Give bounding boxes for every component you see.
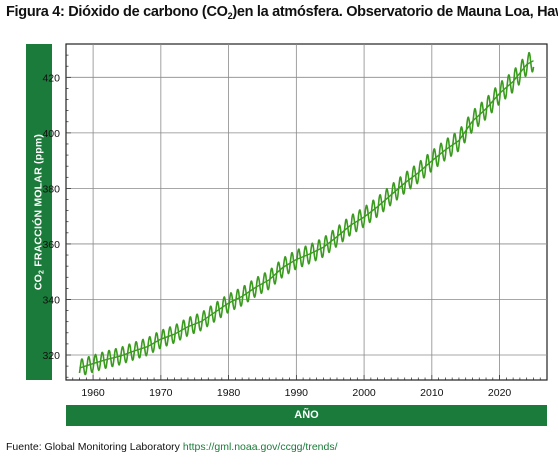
x-tick-label: 2000 (352, 387, 376, 399)
source-link[interactable]: https://gml.noaa.gov/ccgg/trends/ (182, 441, 338, 453)
y-tick-label: 340 (42, 294, 60, 306)
y-tick-label: 320 (42, 350, 60, 362)
x-axis-label: AÑO (294, 409, 319, 421)
x-tick-label: 2010 (420, 387, 444, 399)
x-tick-label: 2020 (488, 387, 512, 399)
x-tick-label: 1990 (285, 387, 309, 399)
y-tick-label: 360 (42, 239, 60, 251)
source-label: Fuente: Global Monitoring Laboratory (6, 441, 183, 453)
x-axis-label-bar: AÑO (66, 405, 547, 426)
chart-title-suffix: )en la atmósfera. Observatorio de Mauna … (232, 4, 558, 20)
y-tick-label: 420 (42, 72, 60, 84)
y-tick-label: 400 (42, 128, 60, 140)
y-tick-label: 380 (42, 183, 60, 195)
x-tick-label: 1980 (217, 387, 241, 399)
x-tick-label: 1960 (81, 387, 105, 399)
plot-area (65, 43, 548, 381)
chart-title-subscript: 2 (227, 11, 233, 21)
y-axis-label-bar: CO2 FRACCIÓN MOLAR (ppm) (26, 44, 52, 380)
chart-title-prefix: Figura 4: Dióxido de carbono (CO (6, 4, 228, 20)
chart-title: Figura 4: Dióxido de carbono (CO2)en la … (6, 4, 558, 21)
co2-monthly-line (78, 51, 535, 376)
co2-trend-line (79, 60, 534, 369)
x-tick-label: 1970 (149, 387, 173, 399)
source-footer: Fuente: Global Monitoring Laboratory htt… (6, 441, 338, 453)
